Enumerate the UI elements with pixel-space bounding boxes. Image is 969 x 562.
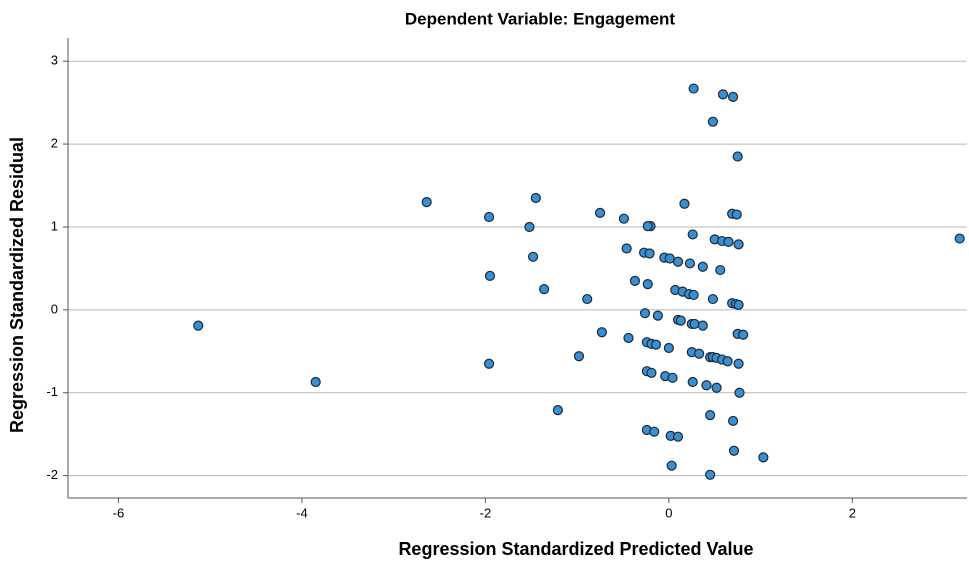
- point: [679, 198, 690, 209]
- point: [672, 256, 684, 267]
- x-tick-label: 2: [849, 505, 856, 520]
- point: [664, 253, 675, 264]
- point: [594, 207, 606, 218]
- point: [738, 329, 749, 340]
- point: [483, 358, 495, 369]
- point: [688, 83, 699, 94]
- point: [524, 221, 535, 233]
- chart-title: Dependent Variable: Engagement: [405, 9, 676, 28]
- point: [539, 284, 550, 295]
- point: [530, 192, 541, 204]
- point: [731, 209, 742, 220]
- y-tick-label: 2: [51, 136, 58, 151]
- point: [623, 332, 634, 344]
- point: [715, 264, 726, 276]
- point: [639, 308, 651, 319]
- point: [310, 376, 321, 388]
- y-tick-label: 0: [51, 301, 58, 316]
- point: [711, 382, 722, 393]
- point: [722, 356, 733, 367]
- point: [644, 248, 655, 259]
- point: [618, 213, 630, 224]
- point: [758, 452, 769, 463]
- point: [193, 320, 204, 331]
- point: [954, 233, 965, 244]
- point: [733, 239, 744, 250]
- point: [582, 293, 593, 305]
- point: [621, 243, 632, 254]
- x-tick-label: 0: [665, 505, 672, 520]
- point: [484, 270, 496, 281]
- point: [552, 405, 563, 416]
- y-tick-label: -2: [46, 467, 58, 482]
- point: [733, 358, 744, 369]
- point: [705, 469, 716, 480]
- point: [728, 445, 740, 456]
- point: [421, 197, 432, 208]
- point: [723, 236, 734, 247]
- point: [675, 315, 686, 326]
- y-tick-label: 3: [51, 53, 58, 68]
- point: [483, 211, 495, 223]
- point: [646, 367, 657, 378]
- point: [629, 275, 641, 286]
- point: [652, 310, 663, 321]
- y-tick-label: -1: [46, 384, 58, 399]
- point: [688, 289, 699, 301]
- point: [672, 431, 684, 442]
- y-tick-label: 1: [51, 218, 58, 233]
- point: [687, 376, 698, 388]
- y-axis-title: Regression Standardized Residual: [7, 137, 27, 433]
- point: [732, 151, 743, 162]
- x-axis-title: Regression Standardized Predicted Value: [398, 539, 753, 559]
- point: [527, 251, 539, 262]
- point: [649, 426, 660, 437]
- point: [573, 351, 585, 362]
- point: [687, 229, 698, 240]
- point: [689, 318, 700, 330]
- point: [705, 410, 716, 421]
- point: [642, 221, 653, 232]
- point: [707, 116, 718, 127]
- point: [727, 415, 739, 427]
- point: [650, 339, 662, 350]
- x-tick-label: -6: [113, 505, 125, 520]
- point: [727, 91, 739, 102]
- point: [663, 342, 674, 354]
- point: [717, 89, 729, 100]
- x-tick-label: -4: [296, 505, 308, 520]
- point: [642, 279, 653, 290]
- point: [701, 380, 712, 391]
- point: [707, 293, 718, 305]
- point: [596, 327, 607, 338]
- point: [697, 261, 708, 272]
- point: [733, 299, 744, 310]
- x-tick-label: -2: [480, 505, 492, 520]
- point: [666, 460, 677, 471]
- point: [734, 387, 745, 398]
- point: [697, 320, 708, 331]
- point: [667, 372, 678, 383]
- point: [684, 258, 696, 269]
- point: [694, 348, 705, 359]
